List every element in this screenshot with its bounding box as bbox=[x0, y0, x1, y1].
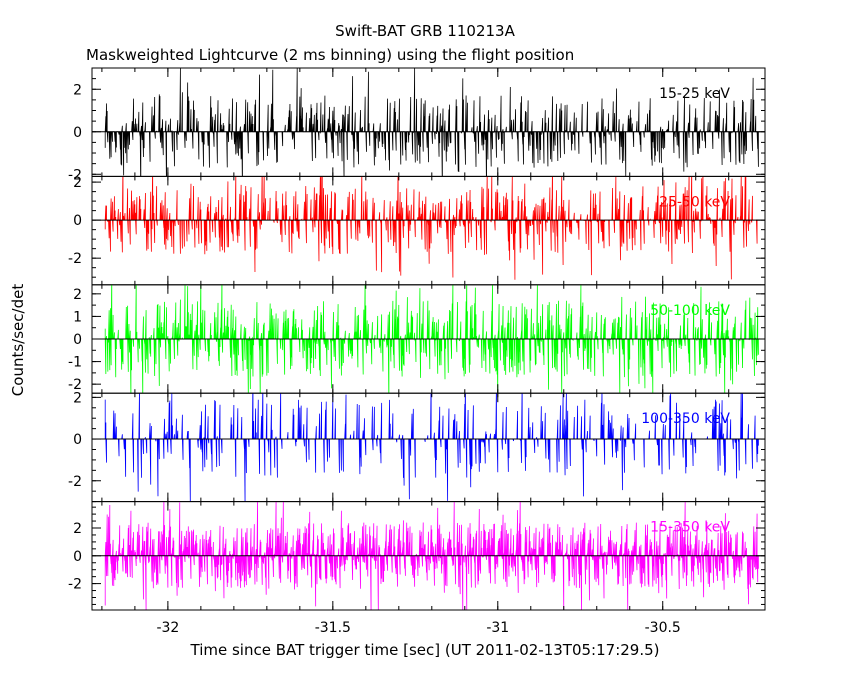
y-tick-label-3-1: 0 bbox=[73, 432, 82, 448]
band-label-2: 50-100 keV bbox=[650, 303, 730, 319]
y-tick-label-0-0: -2 bbox=[68, 167, 82, 183]
x-tick-label-0: -32 bbox=[156, 620, 179, 636]
y-tick-label-1-2: 2 bbox=[73, 175, 82, 191]
x-tick-label-3: -30.5 bbox=[645, 620, 681, 636]
panel-frame-3 bbox=[91, 392, 766, 503]
y-tick-label-4-1: 0 bbox=[73, 549, 82, 565]
x-tick-label-2: -31 bbox=[486, 620, 509, 636]
y-tick-label-3-0: -2 bbox=[68, 474, 82, 490]
band-label-4: 15-350 keV bbox=[650, 520, 730, 536]
series-trace-3 bbox=[104, 393, 759, 502]
panel-2: -2 -1 0 1 2 50-100 keV bbox=[68, 284, 766, 394]
y-tick-label-0-1: 0 bbox=[73, 125, 82, 141]
y-tick-label-2-0: -2 bbox=[68, 377, 82, 393]
chart-subtitle: Maskweighted Lightcurve (2 ms binning) u… bbox=[86, 46, 574, 64]
series-trace-2 bbox=[104, 284, 759, 394]
y-tick-label-1-0: -2 bbox=[68, 251, 82, 267]
panel-0: -2 0 2 15-25 keV bbox=[68, 67, 766, 183]
y-axis-label: Counts/sec/det bbox=[9, 284, 27, 397]
band-label-3: 100-350 keV bbox=[641, 411, 730, 427]
y-tick-label-4-0: -2 bbox=[68, 577, 82, 593]
x-tick-label-1: -31.5 bbox=[315, 620, 351, 636]
band-label-1: 25-50 keV bbox=[659, 194, 730, 210]
series-trace-4 bbox=[104, 501, 759, 611]
panel-4: -2 0 2 15-350 keV bbox=[68, 501, 766, 611]
y-tick-label-2-4: 2 bbox=[73, 287, 82, 303]
y-tick-label-1-1: 0 bbox=[73, 213, 82, 229]
chart-title: Swift-BAT GRB 110213A bbox=[335, 22, 515, 40]
y-tick-label-2-1: -1 bbox=[68, 355, 82, 371]
panel-1: -2 0 2 25-50 keV bbox=[68, 175, 766, 286]
y-tick-label-2-2: 0 bbox=[73, 332, 82, 348]
y-tick-label-2-3: 1 bbox=[73, 309, 82, 325]
y-tick-label-0-2: 2 bbox=[73, 82, 82, 98]
y-tick-label-3-2: 2 bbox=[73, 390, 82, 406]
panels-group: -2 0 2 15-25 keV -2 0 2 25-50 keV -2 -1 0 1 2 50-100 … bbox=[68, 67, 766, 636]
panel-3: -2 0 2 100-350 keV bbox=[68, 390, 766, 503]
band-label-0: 15-25 keV bbox=[659, 86, 730, 102]
y-tick-label-4-2: 2 bbox=[73, 521, 82, 537]
x-axis-label: Time since BAT trigger time [sec] (UT 20… bbox=[190, 641, 660, 659]
